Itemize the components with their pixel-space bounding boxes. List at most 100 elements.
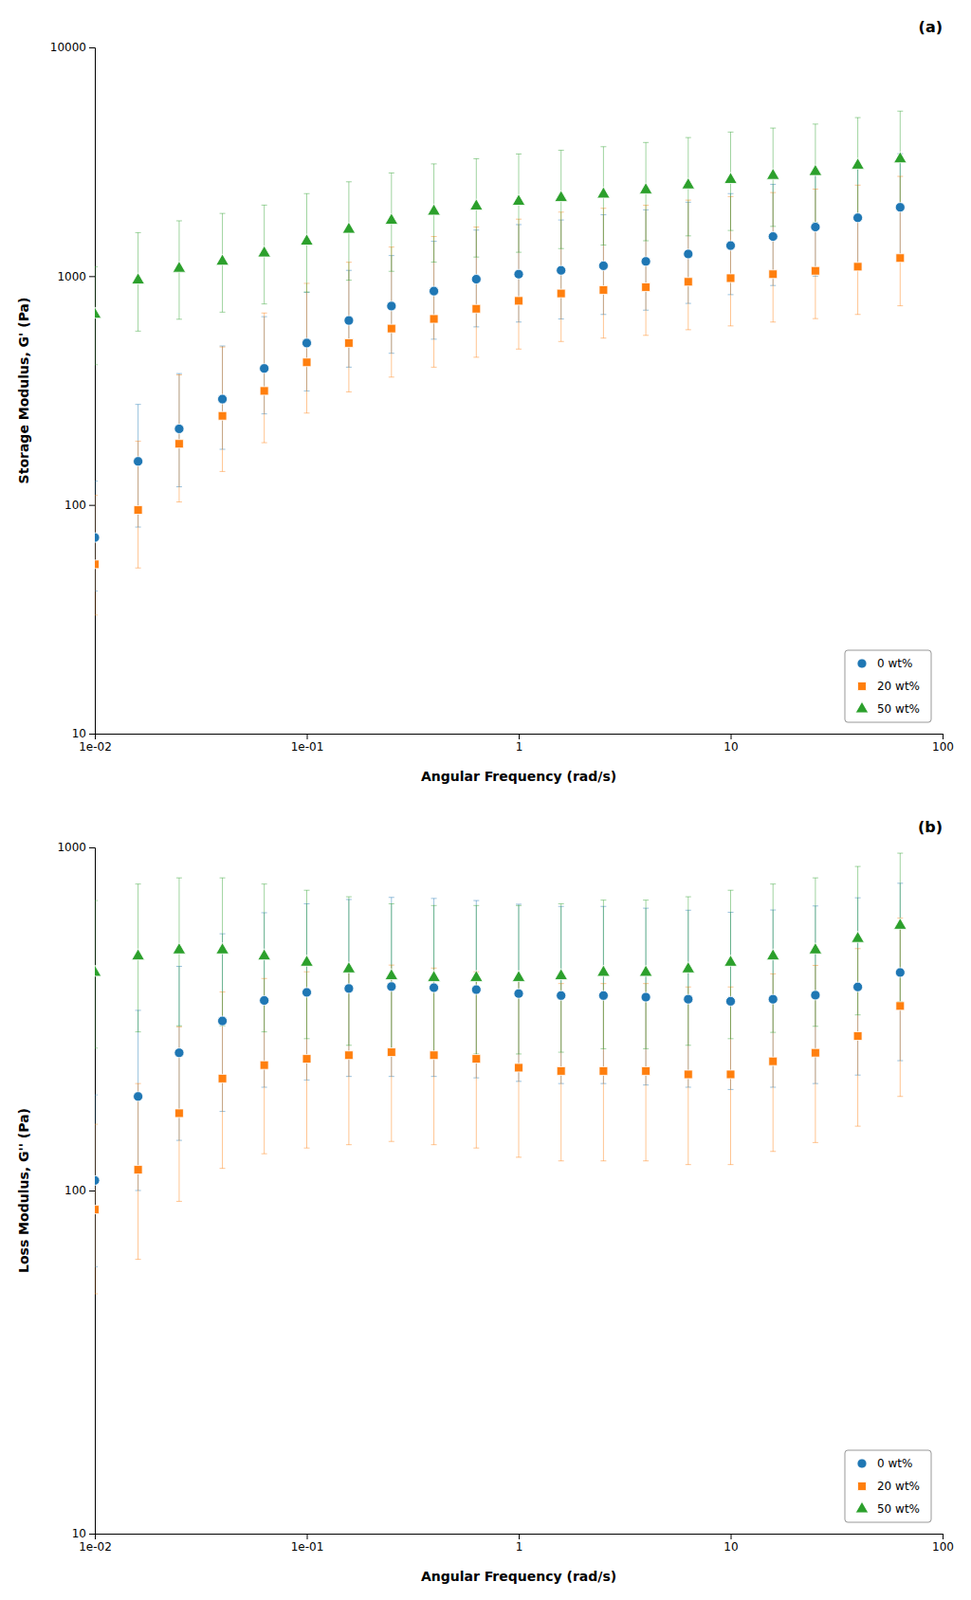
point: [342, 962, 356, 974]
points: [94, 151, 907, 569]
y-tick: 100: [64, 498, 95, 513]
x-tick-mark: [731, 733, 733, 740]
y-tick-label: 1000: [56, 270, 87, 284]
legend-item: 20 wt%: [858, 679, 920, 694]
x-axis-line: [95, 1535, 944, 1541]
point: [810, 221, 821, 232]
point: [895, 968, 905, 978]
x-tick: 1e-01: [291, 733, 325, 754]
y-tick: 10: [72, 727, 95, 741]
x-axis-title: Angular Frequency (rad/s): [421, 1569, 617, 1585]
x-tick: 100: [932, 1534, 954, 1555]
legend-label: 20 wt%: [877, 1480, 920, 1494]
point: [386, 301, 397, 312]
error-bar: [304, 283, 311, 414]
x-tick-label: 1: [515, 1540, 524, 1555]
y-tick-label: 10000: [50, 40, 87, 55]
legend-label: 0 wt%: [877, 1457, 913, 1471]
point: [556, 265, 567, 275]
point: [851, 931, 865, 943]
legend-label: 20 wt%: [877, 679, 920, 694]
point: [344, 984, 354, 994]
y-tick-mark: [89, 1534, 95, 1536]
point: [683, 277, 693, 287]
point: [641, 992, 651, 1003]
x-tick-label: 1e-02: [78, 1540, 112, 1555]
point: [300, 234, 314, 246]
point: [683, 1070, 693, 1080]
point: [681, 962, 696, 974]
point: [639, 965, 653, 977]
legend-item: 50 wt%: [855, 701, 920, 716]
point: [344, 338, 353, 348]
point: [471, 985, 481, 995]
y-tick-mark: [89, 47, 95, 49]
point: [724, 172, 738, 184]
point: [810, 266, 820, 275]
panel-title: (b): [917, 818, 943, 837]
point: [257, 245, 272, 257]
x-tick-label: 1: [515, 740, 524, 754]
point: [429, 314, 439, 324]
point: [556, 1066, 566, 1076]
point: [174, 1109, 184, 1118]
y-tick-mark: [89, 733, 95, 735]
x-tick-mark: [942, 733, 944, 740]
x-tick: 1e-01: [291, 1534, 325, 1555]
point: [94, 532, 100, 543]
point: [301, 338, 312, 349]
points: [94, 918, 907, 1215]
point: [766, 167, 780, 180]
point: [131, 273, 146, 285]
y-tick: 1000: [56, 270, 95, 284]
point: [218, 1016, 228, 1026]
legend: 0 wt% 20 wt% 50 wt%: [844, 650, 932, 723]
error-bars: [94, 110, 903, 616]
point: [514, 1063, 524, 1073]
x-tick-mark: [518, 733, 520, 740]
point: [598, 260, 608, 271]
error-bars: [94, 853, 903, 1295]
error-bar: [94, 495, 98, 616]
x-tick-label: 100: [932, 740, 954, 754]
point: [851, 158, 865, 170]
x-tick-mark: [307, 733, 309, 740]
point: [216, 942, 230, 954]
panel: 1e-021e-01110100101001000Angular Frequen…: [16, 818, 954, 1585]
y-tick-label: 10: [72, 727, 87, 741]
point: [470, 199, 484, 211]
point: [597, 965, 611, 977]
point: [683, 249, 694, 259]
point: [725, 996, 735, 1007]
point: [599, 285, 608, 294]
point: [810, 1048, 820, 1058]
point: [344, 315, 354, 326]
point: [429, 983, 440, 993]
point: [172, 260, 186, 273]
point: [639, 183, 653, 195]
y-axis-title: Storage Modulus, G' (Pa): [16, 297, 32, 485]
x-tick-label: 10: [723, 740, 738, 754]
legend-symbol: [858, 1483, 867, 1492]
y-tick: 100: [64, 1184, 95, 1198]
panel: 1e-021e-0111010010100100010000Angular Fr…: [16, 18, 954, 785]
x-tick-mark: [518, 1534, 520, 1540]
legend-label: 0 wt%: [877, 657, 913, 671]
point: [724, 955, 738, 968]
point: [554, 969, 568, 981]
point: [599, 1066, 608, 1076]
point: [300, 955, 314, 968]
point: [384, 969, 399, 981]
y-tick: 10000: [50, 40, 95, 55]
x-tick: 1: [515, 733, 524, 754]
legend-label: 50 wt%: [877, 702, 920, 716]
x-axis-title: Angular Frequency (rad/s): [421, 769, 617, 785]
point: [133, 457, 144, 467]
y-tick-label: 10: [72, 1527, 87, 1541]
point: [94, 1175, 100, 1186]
legend-item: 50 wt%: [855, 1502, 920, 1517]
x-tick-label: 1e-01: [291, 740, 325, 754]
x-axis: 1e-021e-01110100: [78, 1534, 954, 1555]
point: [894, 918, 908, 931]
point: [218, 394, 228, 404]
